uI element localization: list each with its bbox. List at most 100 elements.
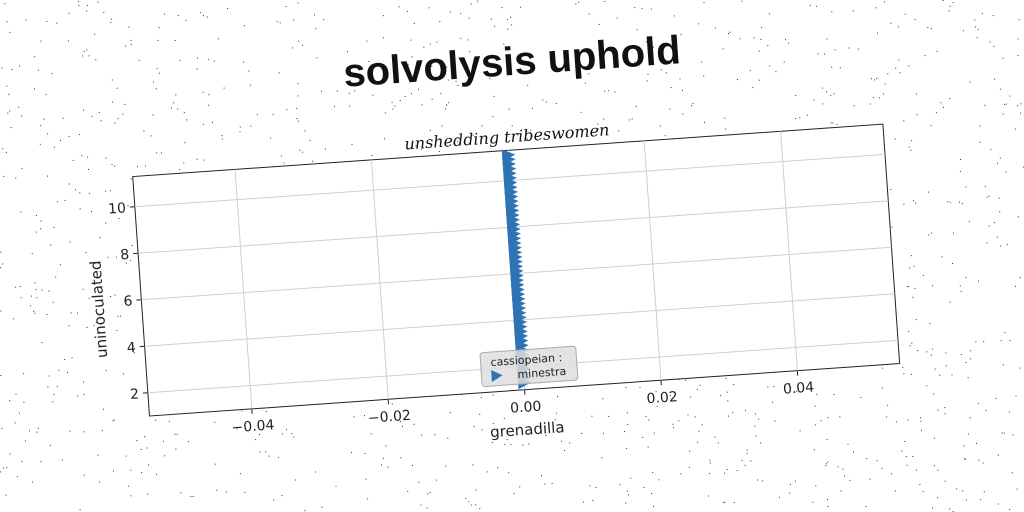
noise-speck (469, 51, 471, 53)
noise-speck (513, 492, 515, 494)
noise-speck (18, 106, 20, 108)
noise-speck (969, 417, 971, 419)
noise-speck (625, 387, 627, 389)
noise-speck (979, 141, 981, 143)
noise-speck (297, 2, 299, 4)
noise-speck (519, 486, 521, 488)
noise-speck (37, 69, 39, 71)
noise-speck (243, 61, 245, 63)
noise-speck (700, 61, 702, 63)
noise-speck (796, 391, 798, 393)
noise-speck (47, 386, 49, 388)
noise-speck (767, 45, 769, 46)
noise-speck (847, 443, 849, 445)
noise-speck (286, 109, 288, 111)
noise-speck (551, 56, 553, 58)
noise-speck (188, 441, 190, 443)
noise-speck (349, 105, 351, 107)
noise-speck (757, 479, 759, 481)
noise-speck (952, 2, 954, 3)
noise-speck (426, 507, 428, 509)
noise-speck (14, 286, 16, 288)
data-point (501, 149, 516, 162)
noise-speck (100, 274, 102, 276)
noise-speck (608, 90, 610, 92)
noise-speck (891, 226, 893, 228)
noise-speck (225, 491, 227, 493)
noise-speck (799, 117, 801, 119)
noise-speck (941, 256, 943, 258)
noise-speck (125, 455, 127, 457)
noise-speck (239, 126, 241, 128)
noise-speck (68, 183, 70, 185)
noise-speck (259, 434, 260, 436)
noise-speck (278, 456, 280, 458)
noise-speck (852, 10, 854, 12)
noise-speck (309, 140, 311, 141)
noise-speck (691, 105, 692, 107)
noise-speck (1017, 105, 1019, 107)
noise-speck (492, 394, 494, 396)
noise-speck (815, 5, 817, 7)
noise-speck (1015, 285, 1016, 287)
noise-speck (472, 134, 474, 136)
noise-speck (465, 497, 467, 499)
noise-speck (908, 286, 910, 288)
noise-speck (208, 104, 210, 106)
noise-speck (152, 114, 154, 116)
noise-speck (155, 419, 157, 421)
noise-speck (659, 125, 661, 127)
noise-speck (959, 285, 961, 287)
noise-speck (795, 118, 797, 120)
noise-speck (814, 405, 816, 407)
noise-speck (750, 460, 752, 462)
noise-speck (248, 70, 250, 72)
noise-speck (602, 398, 604, 400)
noise-speck (717, 442, 719, 444)
noise-speck (975, 26, 976, 28)
noise-speck (150, 135, 152, 137)
noise-speck (881, 467, 883, 469)
noise-speck (722, 48, 724, 50)
noise-speck (179, 59, 181, 61)
noise-speck (301, 151, 303, 153)
noise-speck (445, 465, 447, 467)
noise-speck (321, 90, 322, 92)
noise-speck (256, 114, 258, 116)
noise-speck (977, 28, 979, 30)
noise-speck (43, 118, 45, 120)
noise-speck (1016, 488, 1018, 490)
noise-speck (30, 305, 32, 307)
noise-speck (755, 435, 757, 437)
noise-speck (392, 108, 394, 110)
noise-speck (315, 471, 316, 473)
noise-speck (316, 57, 318, 59)
noise-speck (714, 436, 716, 438)
noise-speck (20, 115, 22, 117)
noise-speck (68, 136, 70, 137)
noise-speck (729, 31, 731, 33)
noise-speck (130, 39, 132, 41)
noise-speck (881, 387, 883, 389)
noise-speck (614, 91, 616, 93)
noise-speck (979, 125, 981, 127)
noise-speck (678, 420, 680, 422)
noise-speck (312, 160, 314, 162)
noise-speck (976, 442, 977, 444)
noise-speck (1, 67, 3, 69)
noise-speck (949, 301, 951, 303)
noise-speck (36, 297, 38, 299)
noise-speck (878, 97, 880, 99)
noise-speck (117, 315, 119, 317)
noise-speck (1020, 112, 1022, 114)
noise-speck (21, 168, 23, 170)
noise-speck (634, 61, 636, 63)
noise-speck (970, 358, 972, 360)
noise-speck (949, 508, 951, 510)
noise-speck (391, 403, 393, 405)
noise-speck (460, 12, 462, 14)
noise-speck (997, 503, 999, 505)
noise-speck (34, 56, 36, 58)
noise-speck (873, 97, 875, 99)
noise-speck (785, 39, 786, 41)
